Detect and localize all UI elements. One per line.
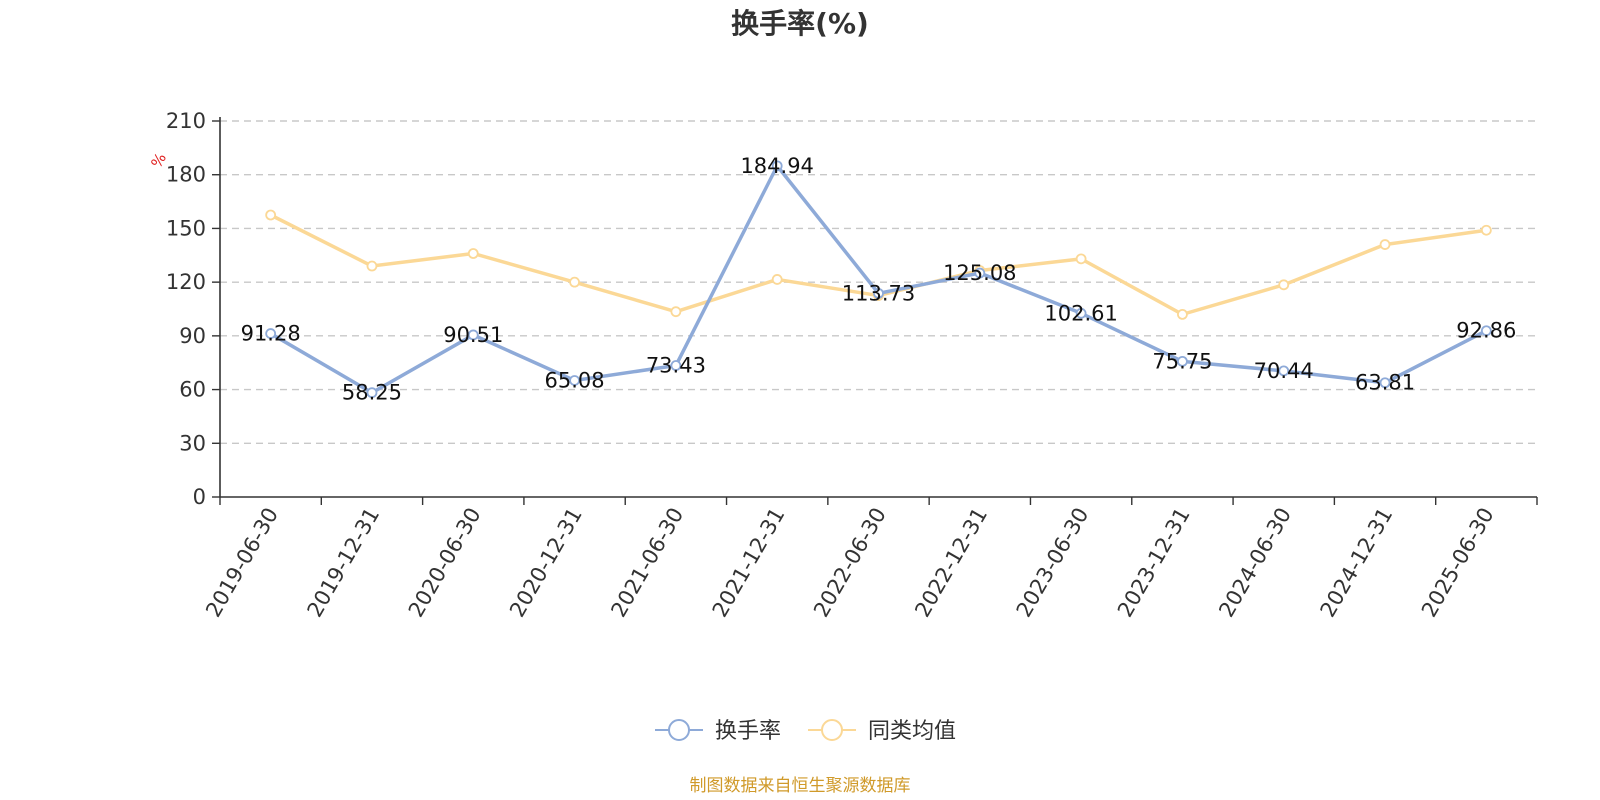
data-point — [771, 274, 783, 285]
x-tick-label: 2019-06-30 — [201, 504, 283, 622]
data-point — [1480, 224, 1492, 236]
data-point — [670, 360, 682, 371]
data-point — [1278, 365, 1290, 377]
data-point — [873, 287, 884, 299]
data-point — [1177, 308, 1188, 320]
grid-lines — [220, 120, 1537, 444]
data-point — [569, 276, 580, 288]
x-tick-label: 2020-12-31 — [505, 504, 587, 622]
legend-label: 同类均值 — [868, 719, 956, 744]
y-tick-label: 210 — [166, 109, 206, 133]
data-point — [366, 260, 378, 272]
data-labels: 91.28 58.25 90.51 65.08 73.43 184.94 113.73 125… — [241, 154, 1517, 405]
data-point — [467, 248, 479, 259]
data-label: 92.86 — [1456, 319, 1516, 343]
y-tick-label: 180 — [166, 163, 206, 187]
data-label: 65.08 — [545, 368, 605, 392]
data-point — [366, 387, 378, 399]
data-label: 91.28 — [241, 322, 301, 346]
data-point — [670, 306, 682, 318]
data-point — [1075, 253, 1087, 265]
y-tick-label: 120 — [166, 270, 206, 294]
data-label: 75.75 — [1152, 349, 1212, 373]
legend: 换手率 同类均值 — [655, 719, 956, 744]
data-label: 70.44 — [1254, 359, 1314, 383]
data-label: 73.43 — [646, 354, 706, 378]
y-tick-label: 30 — [179, 431, 206, 455]
data-point — [1379, 239, 1391, 250]
data-label: 90.51 — [443, 323, 503, 347]
x-tick-label: 2022-12-31 — [910, 504, 992, 622]
data-point — [974, 267, 986, 279]
data-label: 102.61 — [1044, 301, 1117, 325]
data-label: 58.25 — [342, 381, 402, 405]
data-point — [771, 160, 783, 172]
data-point — [1480, 325, 1492, 337]
x-tick-label: 2022-06-30 — [809, 504, 891, 622]
y-tick-label: 150 — [166, 216, 206, 240]
legend-marker — [821, 719, 843, 741]
data-point — [569, 375, 580, 386]
data-label: 113.73 — [842, 281, 915, 305]
data-label: 184.94 — [740, 154, 813, 178]
chart-title: 换手率(%) — [731, 7, 869, 40]
data-point — [1379, 377, 1391, 389]
x-tick-label: 2021-12-31 — [708, 504, 790, 622]
x-tick-label: 2023-06-30 — [1012, 504, 1094, 622]
x-tick-label: 2019-12-31 — [302, 504, 384, 622]
data-point — [265, 328, 277, 339]
data-label: 63.81 — [1355, 371, 1415, 395]
y-tick-label: 60 — [179, 378, 206, 402]
series-lines — [265, 160, 1492, 399]
source-note: 制图数据来自恒生聚源数据库 — [690, 776, 911, 796]
x-tick-label: 2020-06-30 — [404, 504, 486, 622]
x-tick-label: 2025-06-30 — [1417, 504, 1499, 622]
legend-marker — [668, 719, 690, 741]
y-tick-label: 90 — [179, 324, 206, 348]
data-point — [1177, 355, 1188, 367]
x-tick-label: 2024-06-30 — [1214, 504, 1296, 622]
data-point — [1075, 307, 1087, 319]
y-tick-label: 0 — [193, 485, 206, 509]
data-point — [467, 329, 479, 341]
legend-label: 换手率 — [715, 719, 781, 744]
data-point — [1278, 279, 1290, 291]
x-tick-label: 2024-12-31 — [1316, 504, 1398, 622]
x-tick-label: 2021-06-30 — [606, 504, 688, 622]
x-tick-label: 2023-12-31 — [1113, 504, 1195, 622]
data-label: 125.08 — [943, 261, 1016, 285]
data-point — [265, 209, 277, 221]
